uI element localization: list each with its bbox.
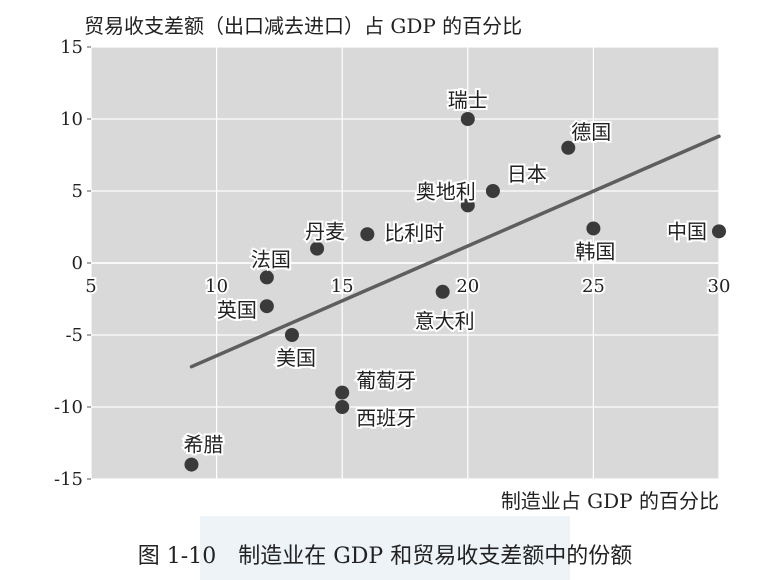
data-point: [561, 140, 576, 155]
data-point: [335, 400, 350, 414]
data-point-label: 英国: [217, 298, 257, 322]
data-point: [460, 198, 475, 213]
y-tick-label: -15: [54, 469, 83, 490]
data-point: [485, 184, 500, 198]
data-point-label: 西班牙: [356, 406, 416, 430]
x-tick-label: 10: [205, 276, 228, 297]
data-point-label: 葡萄牙: [356, 369, 416, 393]
data-point: [310, 241, 325, 256]
data-point-label: 比利时: [384, 221, 444, 245]
x-axis-title: 制造业占 GDP 的百分比: [501, 489, 719, 513]
caption-band: [200, 516, 570, 580]
x-tick-label: 15: [331, 276, 354, 297]
data-point-label: 中国: [667, 219, 707, 243]
data-point-label: 法国: [251, 247, 291, 271]
x-tick-label: 25: [582, 276, 605, 297]
data-point: [360, 227, 375, 242]
x-tick-label: 30: [708, 276, 731, 297]
x-tick-label: 5: [85, 276, 96, 297]
y-tick-label: 5: [72, 181, 83, 202]
y-tick-label: -10: [54, 397, 83, 418]
figure-caption: 图 1-10 制造业在 GDP 和贸易收支差额中的份额: [137, 544, 633, 569]
data-point-label: 瑞士: [448, 88, 488, 112]
data-point-label: 奥地利: [416, 179, 476, 203]
data-point: [460, 112, 475, 126]
data-point-label: 德国: [571, 120, 611, 144]
data-point: [259, 299, 274, 314]
y-tick-label: -5: [65, 325, 83, 346]
data-point-label: 丹麦: [305, 220, 345, 244]
y-tick-label: 0: [72, 253, 83, 274]
data-point-label: 美国: [276, 346, 316, 370]
data-point: [435, 284, 450, 299]
data-point: [335, 385, 350, 400]
data-point-label: 日本: [507, 162, 547, 186]
data-point: [184, 457, 199, 472]
data-point: [712, 224, 726, 239]
data-point-label: 希腊: [183, 433, 223, 457]
data-point-label: 韩国: [575, 239, 615, 263]
y-tick-label: 10: [60, 109, 83, 130]
data-point-label: 意大利: [415, 309, 475, 333]
data-point: [259, 270, 274, 285]
y-axis-title: 贸易收支差额（出口减去进口）占 GDP 的百分比: [84, 14, 522, 38]
data-point: [586, 221, 601, 236]
x-tick-label: 20: [456, 276, 479, 297]
trend-line: [189, 134, 721, 369]
y-tick-label: 15: [60, 37, 83, 58]
data-point: [284, 328, 299, 342]
